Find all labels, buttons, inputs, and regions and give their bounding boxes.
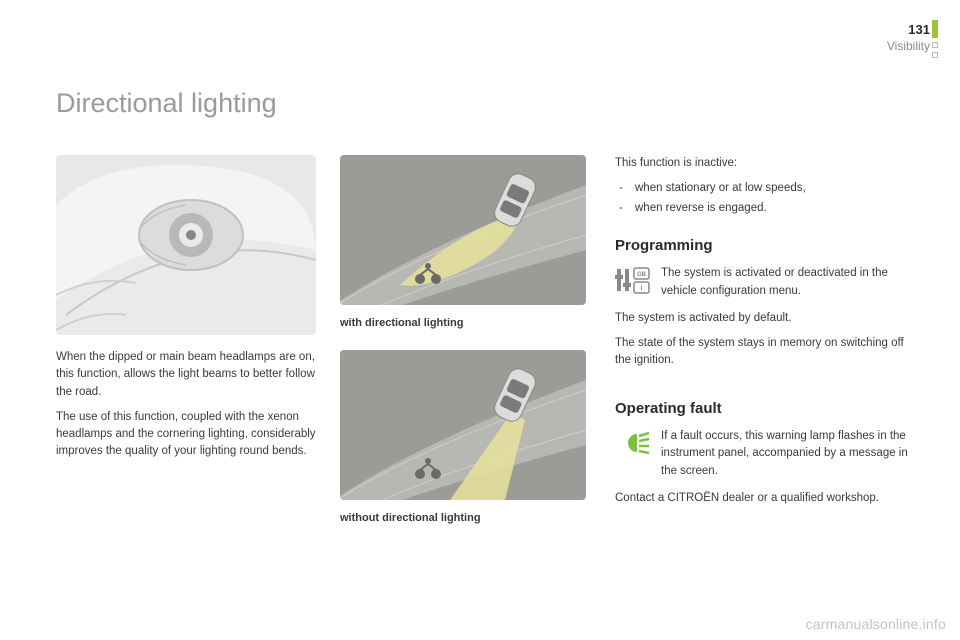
inactive-intro: This function is inactive: — [615, 155, 915, 172]
page-number: 131 — [887, 22, 930, 37]
with-caption: with directional lighting — [340, 315, 586, 332]
marker-box-1 — [932, 42, 938, 48]
programming-row: GB i The system is activated or deactiva… — [615, 265, 915, 300]
accent-block — [932, 20, 938, 38]
page-title: Directional lighting — [56, 88, 277, 119]
body-text-1: When the dipped or main beam headlamps a… — [56, 349, 316, 401]
fault-row: If a fault occurs, this warning lamp fla… — [615, 428, 915, 480]
column-2: with directional lighting without direct… — [340, 155, 586, 544]
programming-memory: The state of the system stays in memory … — [615, 335, 915, 370]
page-header: 131 Visibility — [887, 22, 930, 53]
headlamp-illustration — [56, 155, 316, 335]
programming-icon-text: The system is activated or deactivated i… — [661, 265, 915, 300]
headlamp-warning-icon — [615, 428, 651, 458]
without-caption: without directional lighting — [340, 510, 586, 527]
column-1: When the dipped or main beam headlamps a… — [56, 155, 316, 469]
marker-box-2 — [932, 52, 938, 58]
body-text-2: The use of this function, coupled with t… — [56, 409, 316, 461]
fault-heading: Operating fault — [615, 398, 915, 421]
config-menu-icon: GB i — [615, 265, 651, 295]
programming-heading: Programming — [615, 235, 915, 258]
section-label: Visibility — [887, 39, 930, 53]
programming-default: The system is activated by default. — [615, 310, 915, 327]
inactive-list: when stationary or at low speeds, when r… — [615, 180, 915, 217]
watermark: carmanualsonline.info — [806, 616, 946, 632]
without-directional-illustration — [340, 350, 586, 500]
column-3: This function is inactive: when stationa… — [615, 155, 915, 515]
list-item: when stationary or at low speeds, — [615, 180, 915, 197]
fault-icon-text: If a fault occurs, this warning lamp fla… — [661, 428, 915, 480]
svg-text:GB: GB — [637, 272, 647, 278]
svg-text:i: i — [641, 285, 643, 292]
fault-contact: Contact a CITROËN dealer or a qualified … — [615, 490, 915, 507]
list-item: when reverse is engaged. — [615, 200, 915, 217]
with-directional-illustration — [340, 155, 586, 305]
